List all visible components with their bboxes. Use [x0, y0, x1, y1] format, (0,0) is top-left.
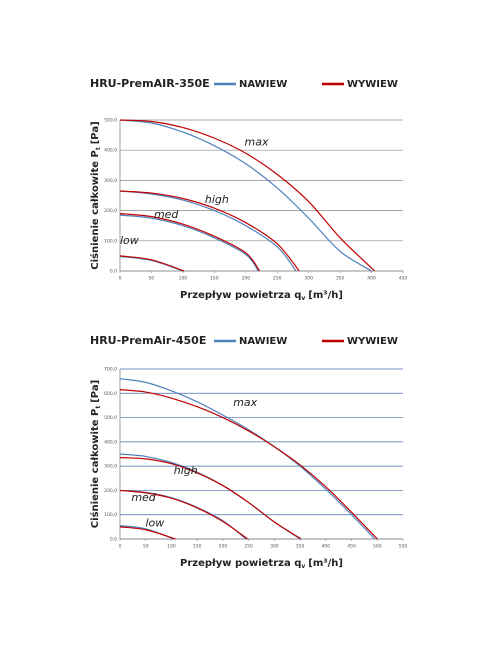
annotation: low [145, 517, 164, 530]
x-tick-label: 350 [296, 544, 305, 550]
x-axis-label-unit: [m³/h] [308, 290, 343, 301]
y-tick-label: 300,0 [104, 178, 117, 184]
x-tick-label: 50 [143, 544, 149, 550]
x-tick-label: 400 [367, 276, 376, 282]
annotation: low [120, 234, 139, 247]
y-tick-label: 0,0 [110, 269, 117, 275]
y-axis-label-sub: t [95, 406, 102, 409]
curve [119, 214, 259, 272]
x-tick-label: 100 [179, 276, 188, 282]
x-tick-label: 250 [273, 276, 282, 282]
x-axis-label-unit: [m³/h] [308, 558, 343, 569]
x-tick-label: 0 [119, 276, 122, 282]
annotation: high [205, 193, 229, 206]
curve [119, 119, 372, 272]
x-tick-label: 300 [270, 544, 279, 550]
x-axis-label: Przepływ powietrza qv [m³/h] [180, 290, 343, 302]
x-tick-label: 200 [241, 276, 250, 282]
y-tick-label: 400,0 [104, 439, 117, 445]
curve [119, 190, 297, 272]
y-tick-label: 600,0 [104, 391, 117, 397]
y-axis-label-text: Ciśnienie całkowite P [89, 409, 101, 529]
y-tick-label: 500,0 [104, 118, 117, 124]
y-tick-label: 200,0 [104, 208, 117, 214]
y-axis-label-text: Ciśnienie całkowite P [89, 150, 101, 270]
chart-title: HRU-PremAIR-350E [90, 77, 210, 90]
chart-title: HRU-PremAir-450E [90, 334, 206, 347]
curve [119, 213, 261, 272]
annotation: max [233, 396, 257, 409]
x-axis-label-text: Przepływ powietrza q [180, 558, 301, 569]
curve [119, 457, 302, 540]
annotation: high [174, 464, 198, 477]
chart: HRU-PremAIR-350E NAWIEW WYWIEW 0,0 100,0 200,… [89, 77, 407, 302]
y-tick-label: 0,0 [110, 537, 117, 543]
y-tick-label: 100,0 [104, 512, 117, 518]
curve [119, 255, 185, 272]
curve [119, 190, 300, 272]
x-tick-label: 50 [149, 276, 155, 282]
x-tick-label: 150 [193, 544, 202, 550]
x-axis-label: Przepływ powietrza qv [m³/h] [180, 558, 343, 570]
x-tick-label: 500 [373, 544, 382, 550]
legend-label: WYWIEW [347, 79, 398, 90]
y-axis-label-unit: [Pa] [90, 121, 101, 144]
legend-label: NAWIEW [239, 336, 287, 347]
x-tick-label: 150 [210, 276, 219, 282]
y-tick-label: 300,0 [104, 464, 117, 470]
curve [119, 489, 248, 540]
y-tick-label: 400,0 [104, 148, 117, 154]
x-tick-label: 450 [347, 544, 356, 550]
x-tick-label: 300 [304, 276, 313, 282]
legend-label: NAWIEW [239, 79, 287, 90]
x-axis-label-text: Przepływ powietrza q [180, 290, 301, 301]
y-axis-label-sub: t [95, 147, 102, 150]
x-tick-label: 400 [322, 544, 331, 550]
y-axis-label: Ciśnienie całkowite Pt [Pa] [89, 380, 102, 528]
x-axis-label-sub: v [301, 563, 305, 570]
x-tick-label: 0 [119, 544, 122, 550]
y-tick-label: 500,0 [104, 415, 117, 421]
y-tick-label: 200,0 [104, 488, 117, 494]
annotation: max [245, 136, 269, 149]
chart: HRU-PremAir-450E NAWIEW WYWIEW 0,0 100,0 200,… [89, 334, 407, 570]
x-axis-label-sub: v [301, 295, 305, 302]
x-tick-label: 550 [399, 544, 408, 550]
annotation: med [131, 491, 156, 504]
curve [119, 526, 176, 540]
legend-label: WYWIEW [347, 336, 398, 347]
x-tick-label: 450 [399, 276, 408, 282]
y-tick-label: 100,0 [104, 238, 117, 244]
x-tick-label: 200 [219, 544, 228, 550]
x-tick-label: 350 [336, 276, 345, 282]
curve [119, 389, 378, 540]
curve [119, 378, 376, 540]
x-tick-label: 100 [167, 544, 176, 550]
x-tick-label: 250 [244, 544, 253, 550]
y-tick-label: 700,0 [104, 367, 117, 373]
curve [119, 119, 376, 272]
curve [119, 255, 184, 272]
y-axis-label: Ciśnienie całkowite Pt [Pa] [89, 121, 102, 269]
annotation: med [154, 208, 179, 221]
y-axis-label-unit: [Pa] [90, 380, 101, 403]
